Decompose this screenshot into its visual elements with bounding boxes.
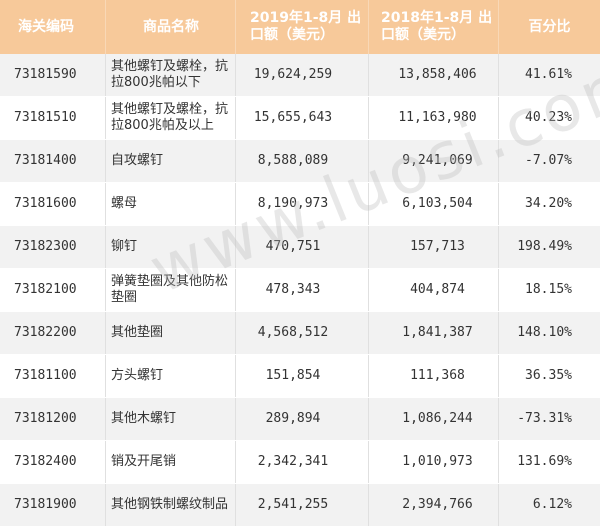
cell-2018: 1,086,244 — [369, 398, 499, 440]
cell-code: 73181100 — [0, 355, 106, 397]
cell-code: 73182400 — [0, 441, 106, 483]
cell-2019: 8,190,973 — [236, 183, 369, 225]
cell-2019: 470,751 — [236, 226, 369, 268]
header-name: 商品名称 — [106, 0, 236, 54]
cell-2018: 6,103,504 — [369, 183, 499, 225]
cell-name: 销及开尾销 — [106, 441, 236, 483]
cell-2019: 8,588,089 — [236, 140, 369, 182]
table-row: 73181590 其他螺钉及螺栓，抗拉800兆帕以下 19,624,259 13… — [0, 54, 600, 97]
cell-2018: 1,010,973 — [369, 441, 499, 483]
cell-percent: -73.31% — [517, 411, 572, 426]
cell-code: 73181200 — [0, 398, 106, 440]
cell-percent: 34.20% — [525, 196, 572, 211]
table-row: 73181600 螺母 8,190,973 6,103,504 34.20% — [0, 183, 600, 226]
table-row: 73181510 其他螺钉及螺栓，抗拉800兆帕及以上 15,655,643 1… — [0, 97, 600, 140]
cell-code: 73181510 — [0, 97, 106, 139]
cell-2019: 4,568,512 — [236, 312, 369, 354]
header-code: 海关编码 — [0, 0, 106, 54]
cell-2019: 15,655,643 — [236, 97, 369, 139]
cell-name: 螺母 — [106, 183, 236, 225]
cell-2018: 11,163,980 — [369, 97, 499, 139]
cell-2019: 151,854 — [236, 355, 369, 397]
cell-code: 73182100 — [0, 269, 106, 311]
cell-name: 铆钉 — [106, 226, 236, 268]
header-2018: 2018年1-8月 出口额（美元） — [369, 0, 499, 54]
table-header: 海关编码 商品名称 2019年1-8月 出口额（美元） 2018年1-8月 出口… — [0, 0, 600, 54]
table-row: 73182200 其他垫圈 4,568,512 1,841,387 148.10… — [0, 312, 600, 355]
table-row: 73181100 方头螺钉 151,854 111,368 36.35% — [0, 355, 600, 398]
cell-2018: 9,241,069 — [369, 140, 499, 182]
cell-name: 自攻螺钉 — [106, 140, 236, 182]
header-2019: 2019年1-8月 出口额（美元） — [236, 0, 369, 54]
cell-percent: 198.49% — [517, 239, 572, 254]
cell-percent: 40.23% — [525, 110, 572, 125]
cell-percent: 148.10% — [517, 325, 572, 340]
cell-2019: 2,342,341 — [236, 441, 369, 483]
cell-code: 73181400 — [0, 140, 106, 182]
cell-2018: 1,841,387 — [369, 312, 499, 354]
table-row: 73181200 其他木螺钉 289,894 1,086,244 -73.31% — [0, 398, 600, 441]
cell-name: 其他木螺钉 — [106, 398, 236, 440]
cell-2018: 157,713 — [369, 226, 499, 268]
cell-code: 73182200 — [0, 312, 106, 354]
cell-name: 其他螺钉及螺栓，抗拉800兆帕以下 — [106, 54, 236, 96]
cell-percent: 6.12% — [532, 497, 572, 512]
cell-percent: 131.69% — [517, 454, 572, 469]
cell-name: 方头螺钉 — [106, 355, 236, 397]
cell-2018: 111,368 — [369, 355, 499, 397]
table-row: 73182300 铆钉 470,751 157,713 198.49% — [0, 226, 600, 269]
cell-code: 73181600 — [0, 183, 106, 225]
cell-percent: 18.15% — [525, 282, 572, 297]
cell-2019: 2,541,255 — [236, 484, 369, 526]
table-row: 73181400 自攻螺钉 8,588,089 9,241,069 -7.07% — [0, 140, 600, 183]
cell-name: 其他螺钉及螺栓，抗拉800兆帕及以上 — [106, 97, 236, 139]
cell-code: 73182300 — [0, 226, 106, 268]
cell-2018: 404,874 — [369, 269, 499, 311]
cell-name: 其他垫圈 — [106, 312, 236, 354]
table-row: 73182100 弹簧垫圈及其他防松垫圈 478,343 404,874 18.… — [0, 269, 600, 312]
cell-code: 73181590 — [0, 54, 106, 96]
cell-name: 弹簧垫圈及其他防松垫圈 — [106, 269, 236, 311]
cell-2019: 289,894 — [236, 398, 369, 440]
cell-code: 73181900 — [0, 484, 106, 526]
table-row: 73182400 销及开尾销 2,342,341 1,010,973 131.6… — [0, 441, 600, 484]
cell-2018: 2,394,766 — [369, 484, 499, 526]
cell-2019: 19,624,259 — [236, 54, 369, 96]
cell-percent: 36.35% — [525, 368, 572, 383]
cell-name: 其他钢铁制螺纹制品 — [106, 484, 236, 526]
table-row: 73181900 其他钢铁制螺纹制品 2,541,255 2,394,766 6… — [0, 484, 600, 527]
cell-2018: 13,858,406 — [369, 54, 499, 96]
cell-percent: 41.61% — [525, 67, 572, 82]
cell-2019: 478,343 — [236, 269, 369, 311]
cell-percent: -7.07% — [525, 153, 572, 168]
header-percent: 百分比 — [528, 18, 571, 35]
